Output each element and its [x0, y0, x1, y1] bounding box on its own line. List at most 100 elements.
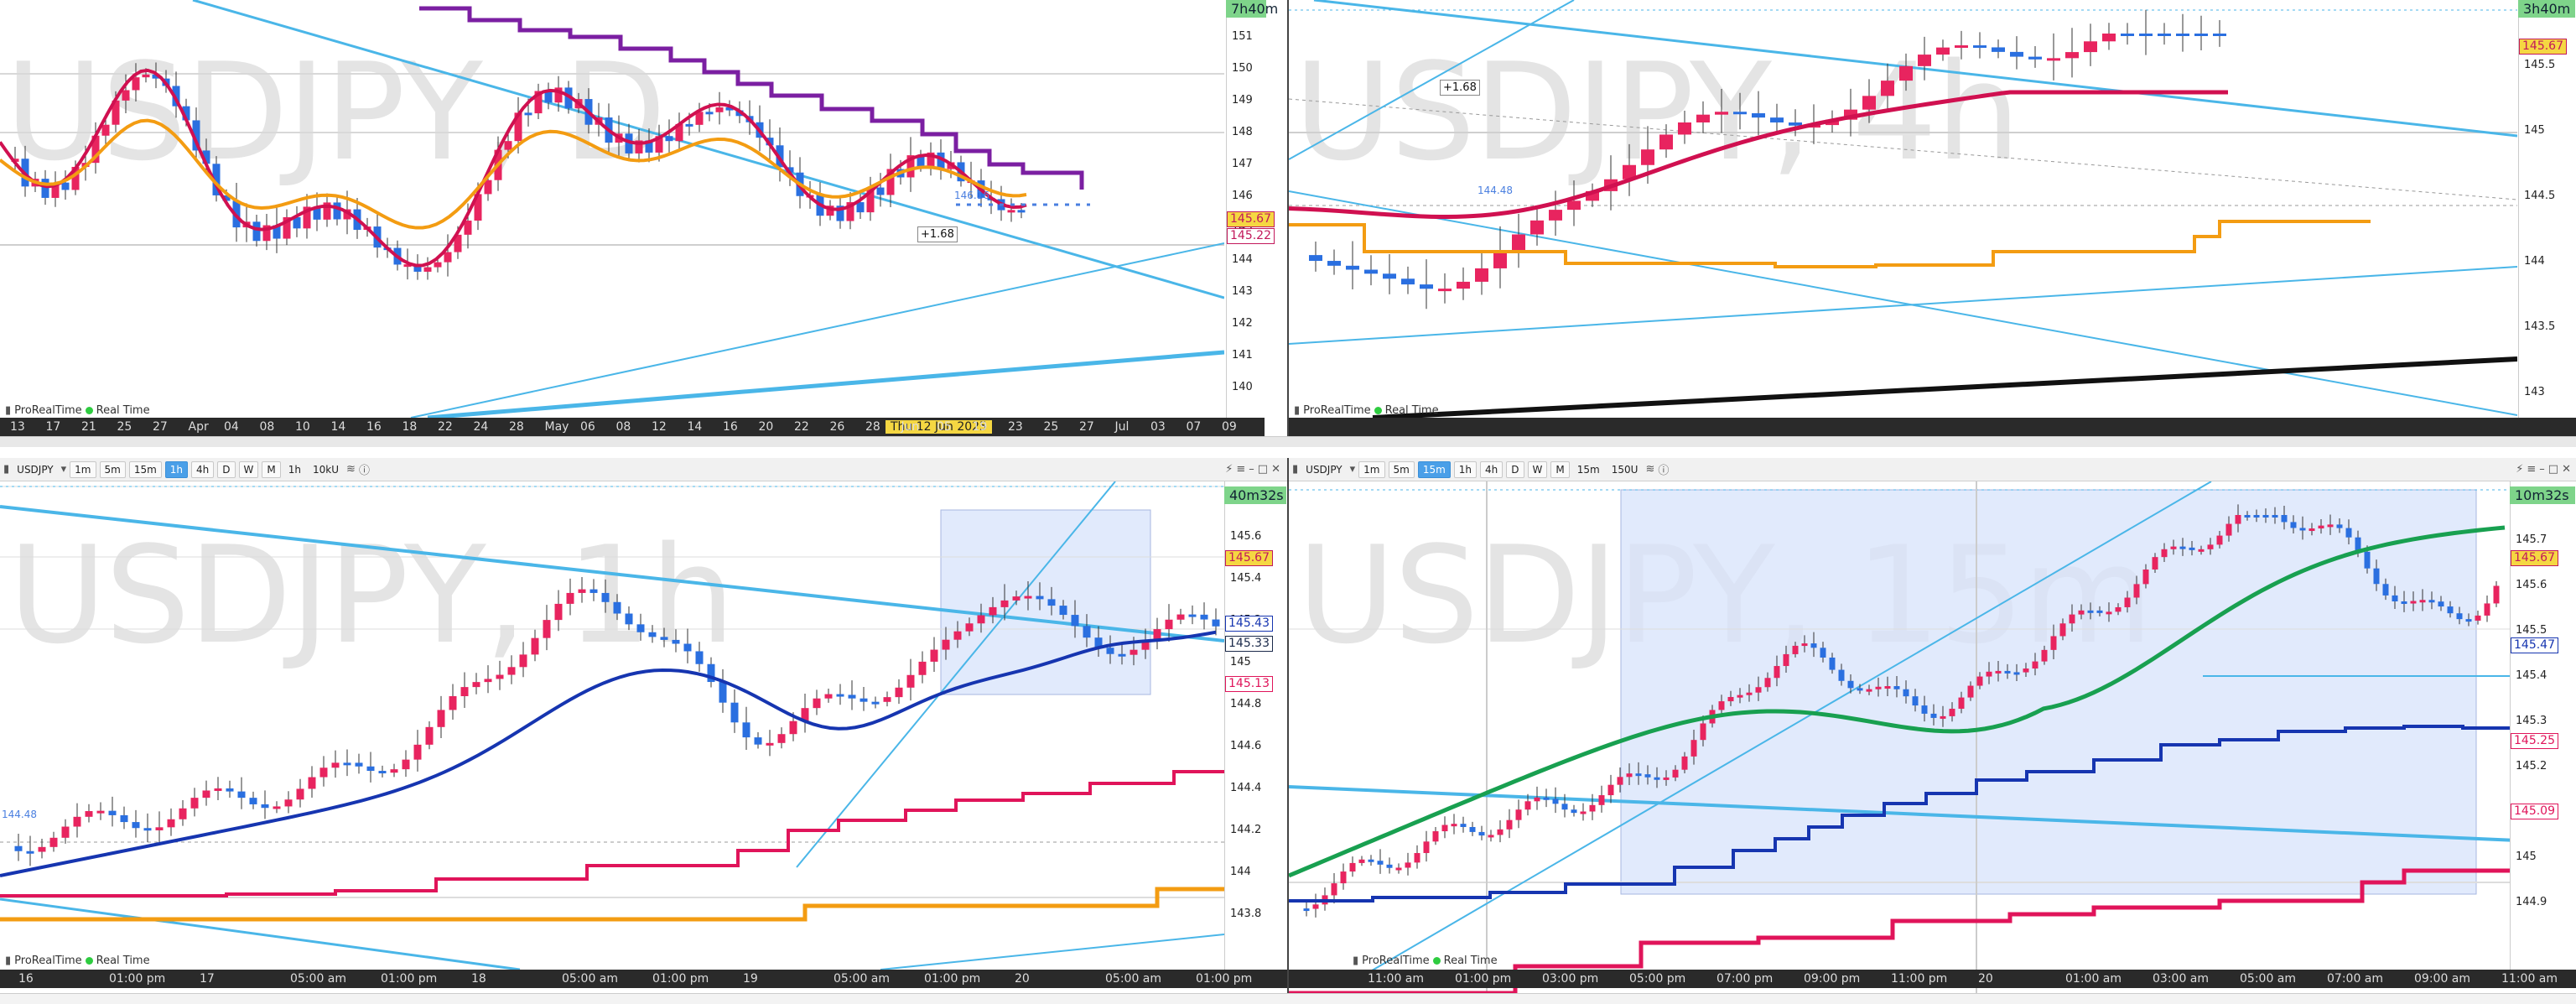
x-tick-label: 01:00 pm — [652, 972, 709, 986]
candle-body — [504, 141, 512, 150]
minimize-icon[interactable]: – — [2539, 463, 2545, 476]
x-tick-label: 05:00 am — [290, 972, 347, 986]
chart-pane-15m[interactable]: ▮ USDJPY ▾ 1m 5m 15m 1h 4h D W M 15m 150… — [1287, 458, 2576, 1003]
x-tick-label: 03 — [1150, 420, 1166, 434]
maximize-icon[interactable]: □ — [1257, 463, 1269, 476]
ema-value-tag: 145.43 — [1225, 616, 1273, 632]
minimize-icon[interactable]: – — [1249, 463, 1254, 476]
candle-body — [589, 589, 598, 593]
chevron-down-icon[interactable]: ▾ — [1349, 463, 1356, 476]
tf-m[interactable]: M — [262, 460, 281, 478]
tf-w[interactable]: W — [1527, 460, 1548, 478]
tf-1h[interactable]: 1h — [164, 460, 189, 478]
tf-d[interactable]: D — [217, 460, 236, 478]
candle-body — [1654, 777, 1660, 780]
x-axis[interactable]: Thu 12 Jun 2025 13 17 21 25 27 Apr 04 08 10 14 16 1… — [0, 418, 1265, 436]
candle-body — [836, 694, 844, 697]
timeframe-selector[interactable]: 15m — [1576, 463, 1600, 476]
symbol-selector[interactable]: USDJPY — [17, 463, 54, 476]
tf-4h[interactable]: 4h — [191, 460, 215, 478]
candle-body — [1497, 829, 1504, 835]
chart-toolbar: ▮ USDJPY ▾ 1m 5m 15m 1h 4h D W M 15m 150… — [1289, 458, 2576, 481]
candle-body — [707, 663, 715, 683]
candle-body — [554, 87, 563, 103]
chart-toolbar: ▮ USDJPY ▾ 1m 5m 15m 1h 4h D W M 1h 10kU… — [0, 458, 1287, 481]
info-icon[interactable]: ⓘ — [1658, 465, 1670, 477]
chevron-down-icon[interactable]: ▾ — [60, 463, 67, 476]
candle-body — [927, 152, 935, 168]
symbol-selector[interactable]: USDJPY — [1306, 463, 1343, 476]
candle-body — [2176, 34, 2189, 36]
x-tick-label: 04 — [224, 420, 239, 434]
x-axis[interactable] — [1289, 418, 2576, 436]
x-axis[interactable]: 16 01:00 pm 17 05:00 am 01:00 pm 18 05:00 am 01… — [0, 970, 1287, 988]
4h-chart-svg[interactable] — [1289, 0, 2517, 418]
x-tick-label: 05 — [937, 420, 952, 434]
candle-body — [2050, 636, 2057, 650]
candle-body — [355, 762, 363, 767]
tf-d[interactable]: D — [1506, 460, 1524, 478]
indicator-icon[interactable]: ≋ — [1645, 463, 1655, 476]
candle-body — [96, 810, 105, 814]
units-selector[interactable]: 150U — [1611, 463, 1639, 476]
tf-1h[interactable]: 1h — [1453, 460, 1478, 478]
bottom-status-strip — [0, 993, 2576, 1004]
candle-body — [1358, 859, 1365, 863]
footer-brand: ▮ ProRealTime Real Time — [5, 955, 150, 967]
y-axis[interactable]: 151150149148147146145144143142141140145.… — [1226, 0, 1275, 418]
tf-1m[interactable]: 1m — [70, 460, 96, 478]
candle-body — [1549, 210, 1562, 221]
chart-type-icon[interactable]: ▮ — [1292, 463, 1299, 476]
tf-15m[interactable]: 15m — [128, 460, 162, 478]
candle-body — [2032, 661, 2038, 669]
candle-body — [2318, 525, 2324, 529]
candle-body — [1789, 122, 1802, 126]
tf-5m[interactable]: 5m — [1388, 460, 1415, 478]
tf-1m[interactable]: 1m — [1358, 460, 1385, 478]
close-icon[interactable]: ✕ — [2562, 463, 2571, 476]
maximize-icon[interactable]: □ — [2547, 463, 2559, 476]
x-axis[interactable]: 11:00 am 01:00 pm 03:00 pm 05:00 pm 07:00 pm… — [1289, 970, 2576, 988]
candle-body — [906, 155, 915, 178]
15m-chart-svg[interactable] — [1289, 481, 2517, 996]
chart-pane-4h[interactable]: USDJPY, 4h ▮ ProRealTime Real Time 145.5… — [1287, 0, 2576, 436]
tf-4h[interactable]: 4h — [1480, 460, 1504, 478]
candle-body — [2299, 528, 2306, 531]
chart-type-icon[interactable]: ▮ — [3, 463, 10, 476]
link-icon[interactable]: ⚡ — [1225, 463, 1233, 476]
candle-body — [705, 112, 714, 115]
candle-body — [1083, 626, 1091, 638]
candle-body — [496, 674, 504, 679]
menu-icon[interactable]: ≡ — [1236, 463, 1246, 476]
info-icon[interactable]: ⓘ — [358, 465, 370, 477]
tf-w[interactable]: W — [238, 460, 259, 478]
candle-body — [303, 206, 311, 229]
y-tick-label: 145.4 — [1230, 572, 1262, 585]
y-axis[interactable]: 145.5 145 144.5 144 143.5 143 145.67 — [2518, 0, 2576, 418]
trend-line — [1347, 481, 2212, 986]
x-tick-label: Jun — [901, 420, 920, 434]
chart-pane-daily[interactable]: USDJPY, D ▮ ProRealTime Real Time 151 150… — [0, 0, 1287, 436]
tf-15m[interactable]: 15m — [1417, 460, 1451, 478]
tf-m[interactable]: M — [1550, 460, 1570, 478]
candle-body — [1309, 255, 1322, 262]
chart-pane-1h[interactable]: ▮ USDJPY ▾ 1m 5m 15m 1h 4h D W M 1h 10kU… — [0, 458, 1287, 1003]
link-icon[interactable]: ⚡ — [2516, 463, 2524, 476]
y-axis[interactable]: 145.8145.6145.4145.2145144.8144.6144.414… — [1224, 481, 1287, 970]
candle-body — [519, 654, 527, 668]
timeframe-selector[interactable]: 1h — [288, 463, 302, 476]
units-selector[interactable]: 10kU — [313, 463, 340, 476]
trend-line — [1289, 190, 2517, 416]
y-axis[interactable]: 145.8145.7145.6145.5145.4145.3145.2145.1… — [2510, 481, 2576, 970]
tf-5m[interactable]: 5m — [99, 460, 126, 478]
1h-chart-svg[interactable] — [0, 481, 1224, 996]
menu-icon[interactable]: ≡ — [2527, 463, 2537, 476]
percent-change-annotation: +1.68 — [1440, 80, 1480, 96]
candle-body — [2121, 34, 2134, 36]
daily-chart-svg[interactable] — [0, 0, 1224, 418]
candle-body — [886, 169, 895, 195]
candle-body — [1681, 756, 1688, 770]
indicator-icon[interactable]: ≋ — [346, 463, 356, 476]
step-value-tag: 145.47 — [2511, 637, 2558, 653]
close-icon[interactable]: ✕ — [1271, 463, 1280, 476]
